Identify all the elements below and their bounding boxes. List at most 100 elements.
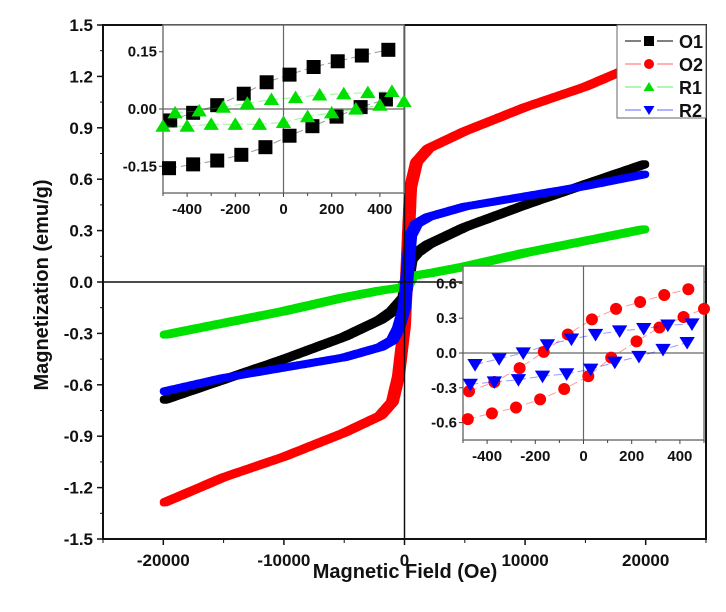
- inset-data-point: [324, 105, 340, 119]
- inset-data-point: [534, 370, 551, 384]
- inset-y-tick-label: 0.00: [128, 101, 157, 118]
- inset-data-point: [539, 339, 556, 352]
- inset-top-left: -0.15 0.00 0.15 -400 -200 0 200 400: [123, 24, 412, 218]
- inset-series-r2-upper: [467, 318, 700, 372]
- inset-connector-line: [168, 99, 387, 169]
- series-o2-point: [396, 343, 402, 350]
- y-tick-label: -1.5: [64, 530, 93, 549]
- series-o1-point: [415, 246, 422, 252]
- inset-data-point: [234, 147, 249, 162]
- y-tick-label: -1.2: [64, 479, 93, 498]
- inset-data-point: [155, 119, 171, 132]
- y-tick-label: 1.5: [69, 16, 93, 35]
- legend-label: R2: [679, 101, 702, 121]
- inset-data-point: [585, 313, 598, 326]
- x-tick-label: -20000: [137, 551, 190, 570]
- inset-data-point: [486, 376, 503, 389]
- legend-label: O2: [679, 55, 703, 75]
- inset-data-point: [305, 119, 320, 134]
- series-o1-point: [415, 252, 422, 258]
- inset-x-tick-label: 200: [619, 448, 644, 465]
- inset-y-tick-label: -0.3: [431, 380, 457, 397]
- inset-y-tick-label: -0.6: [431, 415, 457, 432]
- inset-x-tick-label: -400: [472, 448, 502, 465]
- y-tick-label: 1.2: [69, 67, 93, 86]
- inset-data-point: [282, 128, 297, 143]
- inset-data-point: [679, 336, 695, 350]
- inset-data-point: [186, 157, 201, 172]
- series-r2-point: [410, 239, 416, 245]
- legend-item-o1: O1: [625, 32, 703, 52]
- inset-series-r1-lower: [155, 98, 388, 132]
- series-r2-point: [408, 259, 415, 265]
- inset-data-point: [513, 362, 526, 375]
- inset-data-point: [510, 374, 527, 387]
- inset-data-point: [510, 401, 523, 414]
- series-o2-point: [393, 370, 399, 376]
- legend-item-o2: O2: [625, 55, 703, 75]
- series-o2-point: [392, 374, 398, 380]
- inset-data-point: [384, 84, 400, 98]
- inset-data-point: [462, 378, 478, 392]
- inset-data-point: [287, 90, 304, 104]
- series-r2-point: [407, 270, 414, 277]
- inset-data-point: [534, 393, 547, 406]
- inset-data-point: [631, 350, 647, 364]
- inset-data-point: [467, 359, 483, 372]
- inset-connector-line: [163, 104, 380, 127]
- inset-x-tick-label: 0: [579, 448, 587, 465]
- inset-connector-line: [468, 288, 689, 392]
- inset-connector-line: [470, 342, 688, 385]
- inset-y-tick-label: 0.6: [436, 275, 457, 292]
- series-o2-point: [415, 164, 422, 170]
- series-r2-point: [409, 252, 415, 259]
- x-tick-label: 0: [400, 551, 409, 570]
- inset-data-point: [191, 103, 207, 117]
- inset-data-point: [660, 319, 676, 333]
- series-o2-point: [395, 351, 401, 358]
- inset-data-point: [634, 295, 647, 308]
- series-r2-point: [407, 276, 413, 282]
- inset-x-tick-label: -200: [220, 201, 250, 218]
- y-tick-label: 0.9: [69, 119, 93, 138]
- legend-marker-circle-icon: [644, 59, 654, 69]
- inset-data-point: [583, 363, 599, 377]
- inset-data-point: [299, 109, 316, 123]
- inset-data-point: [396, 94, 412, 107]
- inset-data-point: [372, 98, 388, 111]
- inset-data-point: [275, 115, 292, 128]
- inset-series-r1-upper: [167, 84, 412, 119]
- inset-y-tick-label: -0.15: [123, 158, 157, 175]
- inset-data-point: [282, 67, 297, 82]
- inset-y-tick-label: 0.15: [128, 44, 157, 61]
- x-axis-title: Magnetic Field (Oe): [313, 561, 497, 583]
- inset-data-point: [698, 302, 710, 315]
- inset-data-point: [607, 356, 623, 370]
- inset-data-point: [162, 161, 177, 176]
- series-r1-point: [415, 272, 422, 279]
- inset-data-point: [630, 335, 643, 348]
- inset-data-point: [311, 87, 328, 101]
- inset-x-tick-label: -200: [520, 448, 550, 465]
- legend-marker-triangle-up-icon: [643, 82, 655, 91]
- inset-data-point: [306, 60, 321, 74]
- inset-connector-line: [474, 323, 693, 366]
- legend-label: R1: [679, 78, 702, 98]
- series-r2-point: [407, 281, 413, 287]
- inset-data-point: [336, 86, 352, 100]
- inset-data-point: [491, 353, 507, 366]
- legend-item-r1: R1: [625, 78, 702, 98]
- inset-data-point: [636, 323, 652, 336]
- y-axis-title: Magnetization (emu/g): [31, 179, 53, 390]
- y-tick-label: -0.9: [64, 427, 93, 446]
- inset-data-point: [610, 302, 623, 315]
- inset-data-point: [330, 54, 345, 69]
- y-tick-label: 0.3: [69, 222, 93, 241]
- legend-marker-square-icon: [644, 36, 654, 46]
- inset-y-tick-label: 0.3: [436, 310, 457, 327]
- y-tick-label: 0.6: [69, 170, 93, 189]
- series-o2-point: [394, 360, 400, 366]
- y-tick-label: 0.0: [69, 273, 93, 292]
- inset-data-point: [179, 119, 195, 132]
